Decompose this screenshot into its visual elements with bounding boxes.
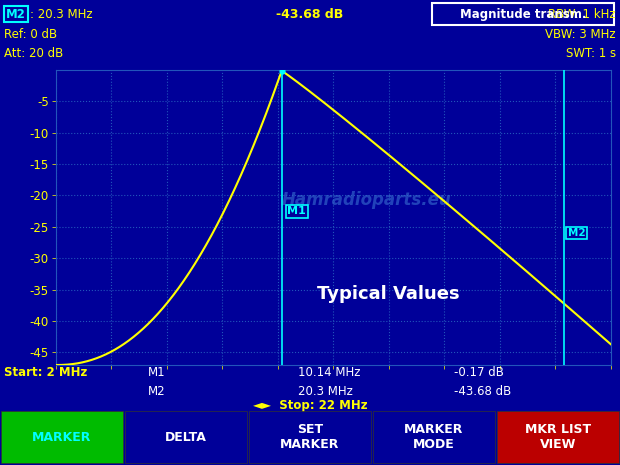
Text: ◄►  Stop: 22 MHz: ◄► Stop: 22 MHz <box>253 399 367 412</box>
Text: MARKER
MODE: MARKER MODE <box>404 423 464 451</box>
Text: Ref: 0 dB: Ref: 0 dB <box>4 28 57 41</box>
Text: Typical Values: Typical Values <box>317 285 460 303</box>
Bar <box>4 6 28 22</box>
Text: M2: M2 <box>568 228 585 238</box>
Text: MARKER: MARKER <box>32 431 92 444</box>
Text: VBW: 3 MHz: VBW: 3 MHz <box>546 28 616 41</box>
Text: Hamradioparts.eu: Hamradioparts.eu <box>281 191 451 209</box>
Bar <box>125 411 247 463</box>
Text: SWT: 1 s: SWT: 1 s <box>566 47 616 60</box>
Text: M2: M2 <box>148 385 166 398</box>
Text: 10.14 MHz: 10.14 MHz <box>298 365 360 379</box>
Text: : 20.3 MHz: : 20.3 MHz <box>30 7 92 20</box>
Text: -0.17 dB: -0.17 dB <box>454 365 504 379</box>
Bar <box>1 411 123 463</box>
Bar <box>497 411 619 463</box>
Text: -43.68 dB: -43.68 dB <box>277 7 343 20</box>
Text: M1: M1 <box>287 206 306 216</box>
Text: SET
MARKER: SET MARKER <box>280 423 340 451</box>
Text: Magnitude transm.: Magnitude transm. <box>460 7 587 20</box>
Text: M2: M2 <box>6 7 26 20</box>
Text: Start: 2 MHz: Start: 2 MHz <box>4 365 87 379</box>
Text: RBW: 1 kHz: RBW: 1 kHz <box>548 7 616 20</box>
Bar <box>432 3 614 25</box>
Text: 20.3 MHz: 20.3 MHz <box>298 385 353 398</box>
Bar <box>373 411 495 463</box>
Text: MKR LIST
VIEW: MKR LIST VIEW <box>525 423 591 451</box>
Text: M1: M1 <box>148 365 166 379</box>
Bar <box>249 411 371 463</box>
Text: Att: 20 dB: Att: 20 dB <box>4 47 63 60</box>
Text: DELTA: DELTA <box>165 431 207 444</box>
Text: -43.68 dB: -43.68 dB <box>454 385 511 398</box>
